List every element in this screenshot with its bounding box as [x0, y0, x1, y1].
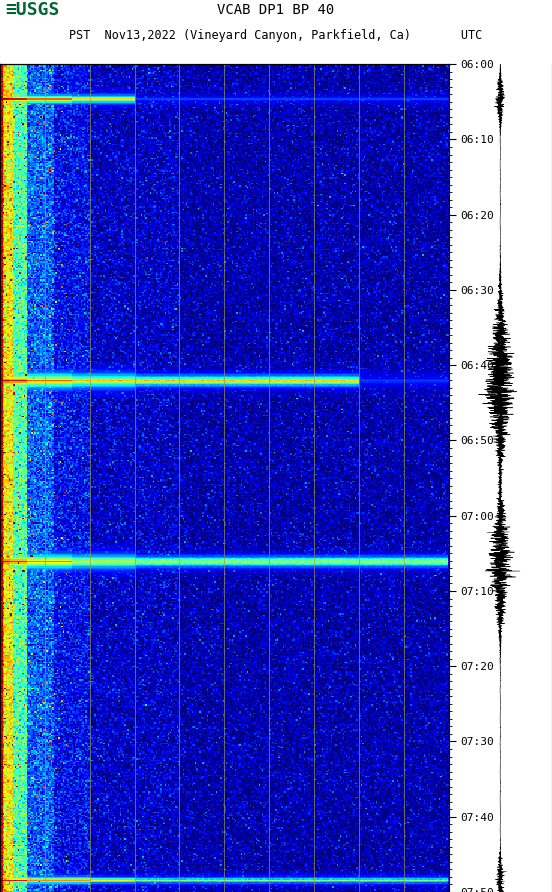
Text: PST  Nov13,2022 (Vineyard Canyon, Parkfield, Ca)       UTC: PST Nov13,2022 (Vineyard Canyon, Parkfie…: [70, 29, 482, 42]
Text: VCAB DP1 BP 40: VCAB DP1 BP 40: [217, 4, 335, 17]
Text: ≡USGS: ≡USGS: [6, 1, 60, 20]
